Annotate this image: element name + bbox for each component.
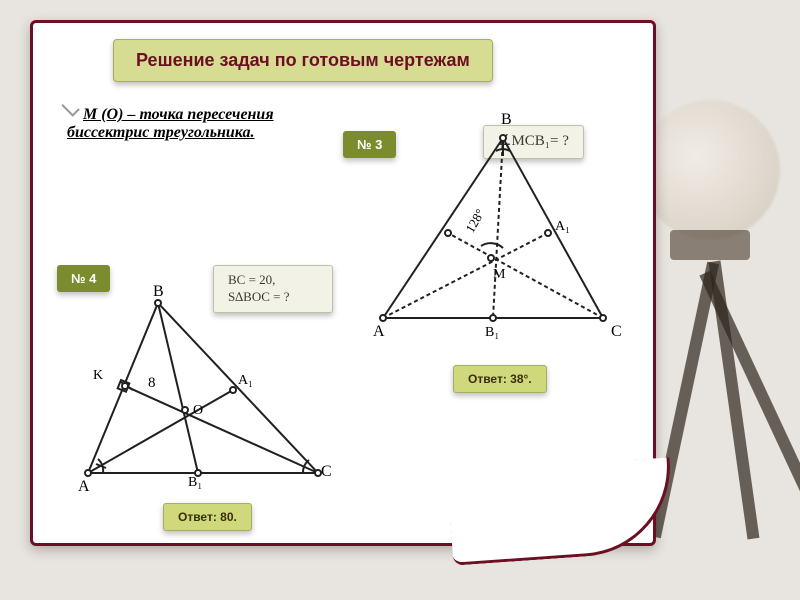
problem3-vertex-B: B [501,111,512,129]
problem4-vertex-B: B [153,283,164,301]
background-bulb [640,100,780,240]
problem3-answer: Ответ: 38°. [453,365,547,393]
slide-subtitle: М (О) – точка пересечения биссектрис тре… [67,103,297,142]
problem3-vertex-B1: B₁ [485,325,499,341]
problem4-vertex-A: А [78,478,90,496]
problem4-diagram [63,278,343,498]
problem3-diagram [363,118,623,348]
problem4-answer: Ответ: 80. [163,503,252,531]
problem3-vertex-C: С [611,323,622,341]
slide-title: Решение задач по готовым чертежам [113,39,493,82]
problem3-vertex-M: M [493,267,505,283]
background-bulb-base [670,230,750,260]
problem4-vertex-O: O [193,403,203,419]
problem4-vertex-C: C [321,463,332,481]
slide-frame: Решение задач по готовым чертежам М (О) … [30,20,656,546]
problem3-vertex-A: A [373,323,385,341]
problem4-vertex-A1: A₁ [238,373,253,389]
problem4-segment-label: 8 [148,375,156,392]
problem4-vertex-K: K [93,368,103,384]
problem4-vertex-B1: B₁ [188,475,202,491]
problem3-vertex-A1: A₁ [555,219,570,235]
